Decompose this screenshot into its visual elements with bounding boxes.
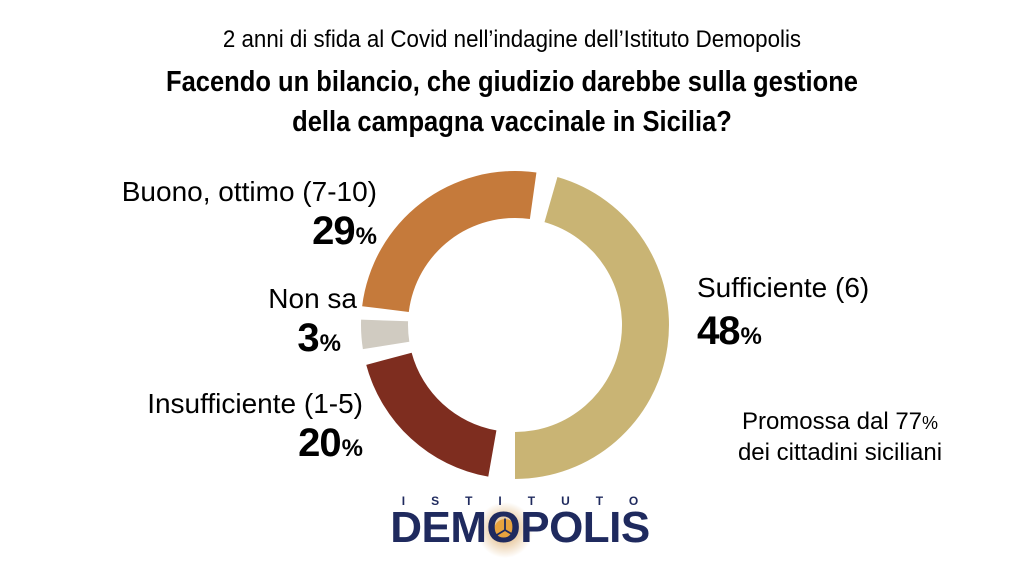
question-title-line1: Facendo un bilancio, che giudizio darebb…	[166, 66, 858, 98]
logo-demopolis-text: DEMOPOLIS	[390, 503, 650, 552]
donut-segment-non-sa	[360, 319, 410, 350]
donut-segment-sufficiente	[515, 176, 669, 479]
category-value: 48%	[697, 309, 762, 356]
value-number: 20	[298, 421, 341, 465]
label-block-buono-ottimo: Buono, ottimo (7-10) 29%	[122, 176, 377, 256]
category-value: 29%	[312, 209, 377, 256]
donut-segment-insufficiente	[366, 352, 497, 477]
percent-sign: %	[319, 330, 341, 357]
annotation-promossa: Promossa dal 77% dei cittadini siciliani	[715, 407, 965, 468]
label-block-non-sa: Non sa 3%	[268, 283, 357, 363]
value-number: 29	[312, 209, 355, 253]
category-value: 3%	[297, 316, 341, 363]
value-number: 48	[697, 309, 740, 353]
category-label: Non sa	[268, 283, 357, 314]
annotation-text: Promossa dal 77	[741, 408, 923, 435]
annotation-line1: Promossa dal 77%	[715, 407, 965, 438]
label-block-sufficiente: Sufficiente (6) 48%	[697, 272, 869, 356]
percent-sign: %	[341, 435, 363, 462]
logo-sun-icon	[477, 502, 533, 558]
percent-sign: %	[355, 223, 377, 250]
category-value: 20%	[298, 421, 363, 468]
annotation-line2: dei cittadini siciliani	[737, 439, 943, 466]
donut-segment-buono-ottimo	[362, 171, 537, 312]
percent-sign: %	[922, 413, 939, 433]
label-block-insufficiente: Insufficiente (1-5) 20%	[147, 388, 363, 468]
category-label: Sufficiente (6)	[697, 272, 870, 303]
category-label: Buono, ottimo (7-10)	[121, 176, 377, 207]
value-number: 3	[297, 316, 319, 360]
demopolis-logo: ISTITUTO DEMOPOLIS	[370, 494, 670, 558]
category-label: Insufficiente (1-5)	[147, 388, 363, 419]
survey-subtitle: 2 anni di sfida al Covid nell’indagine d…	[222, 26, 802, 53]
question-title-line2: della campagna vaccinale in Sicilia?	[292, 106, 732, 138]
logo-istituto-text: ISTITUTO	[401, 494, 665, 508]
donut-chart	[360, 171, 669, 479]
percent-sign: %	[740, 323, 762, 350]
